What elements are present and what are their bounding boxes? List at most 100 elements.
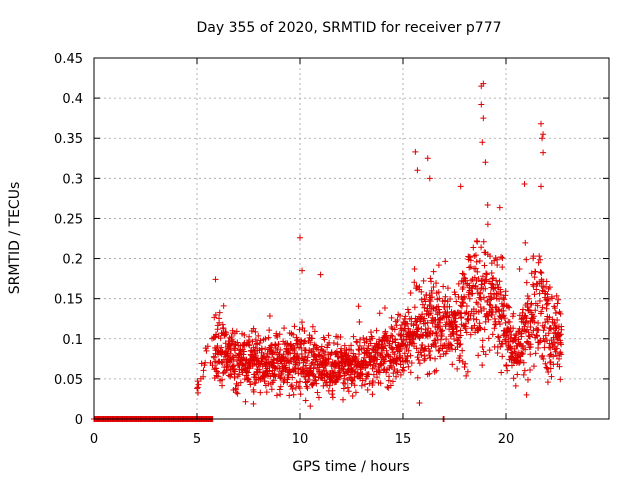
data-point [558,326,565,333]
data-point [531,291,538,298]
data-point [510,375,517,382]
data-point [414,326,421,333]
data-point [194,378,201,385]
data-point [552,322,559,329]
data-point [474,268,481,275]
data-point [357,336,364,343]
data-point [269,367,276,374]
data-point [414,354,421,361]
data-point [231,374,238,381]
data-point [477,304,484,311]
data-point [401,350,408,357]
data-point [459,270,466,277]
data-point [537,256,544,263]
data-point [414,374,421,381]
data-point [487,280,494,287]
data-points [91,80,565,422]
data-point [301,328,308,335]
data-point [297,391,304,398]
data-point [460,271,467,278]
data-point [374,356,381,363]
data-point [204,343,211,350]
data-point [387,362,394,369]
data-point [532,350,539,357]
data-point [480,294,487,301]
data-point [498,253,505,260]
data-point [530,313,537,320]
data-point [475,352,482,359]
data-point [426,370,433,377]
data-point [457,352,464,359]
data-point [195,381,202,388]
data-point [418,288,425,295]
data-point [499,353,506,360]
data-point [398,321,405,328]
data-point [249,338,256,345]
data-point [443,348,450,355]
data-point [263,389,270,396]
data-point [241,331,248,338]
data-point [302,397,309,404]
data-point [419,301,426,308]
data-point [538,120,545,127]
data-point [457,341,464,348]
data-point [465,291,472,298]
data-point [486,347,493,354]
data-point [473,258,480,265]
data-point [275,340,282,347]
data-point [310,365,317,372]
data-point [451,319,458,326]
data-point [475,309,482,316]
data-point [397,312,404,319]
data-point [294,356,301,363]
data-point [322,349,329,356]
data-point [376,310,383,317]
data-point [457,183,464,190]
data-point [293,359,300,366]
data-point [522,346,529,353]
data-point [501,296,508,303]
data-point [214,343,221,350]
data-point [555,296,562,303]
data-point [416,360,423,367]
data-point [524,292,531,299]
data-point [492,285,499,292]
data-point [418,296,425,303]
data-point [367,352,374,359]
data-point [307,339,314,346]
data-point [429,294,436,301]
data-point [257,337,264,344]
data-point [491,315,498,322]
data-point [536,297,543,304]
data-point [474,285,481,292]
data-point [307,403,314,410]
data-point [462,320,469,327]
data-point [240,348,247,355]
data-point [252,328,259,335]
data-point [223,367,230,374]
data-point [342,380,349,387]
data-point [296,385,303,392]
data-point [483,270,490,277]
data-point [504,367,511,374]
data-point [545,330,552,337]
data-point [494,281,501,288]
data-point [198,360,205,367]
x-tick-label: 5 [193,432,201,447]
data-point [435,262,442,269]
data-point [487,290,494,297]
data-point [540,149,547,156]
data-point [339,364,346,371]
data-point [435,303,442,310]
x-tick-label: 0 [90,432,98,447]
data-point [518,351,525,358]
data-point [351,354,358,361]
data-point [277,375,284,382]
data-point [250,388,257,395]
chart-title: Day 355 of 2020, SRMTID for receiver p77… [196,20,501,36]
data-point [242,398,249,405]
data-point [461,364,468,371]
data-point [426,303,433,310]
data-point [435,289,442,296]
data-point [290,331,297,338]
